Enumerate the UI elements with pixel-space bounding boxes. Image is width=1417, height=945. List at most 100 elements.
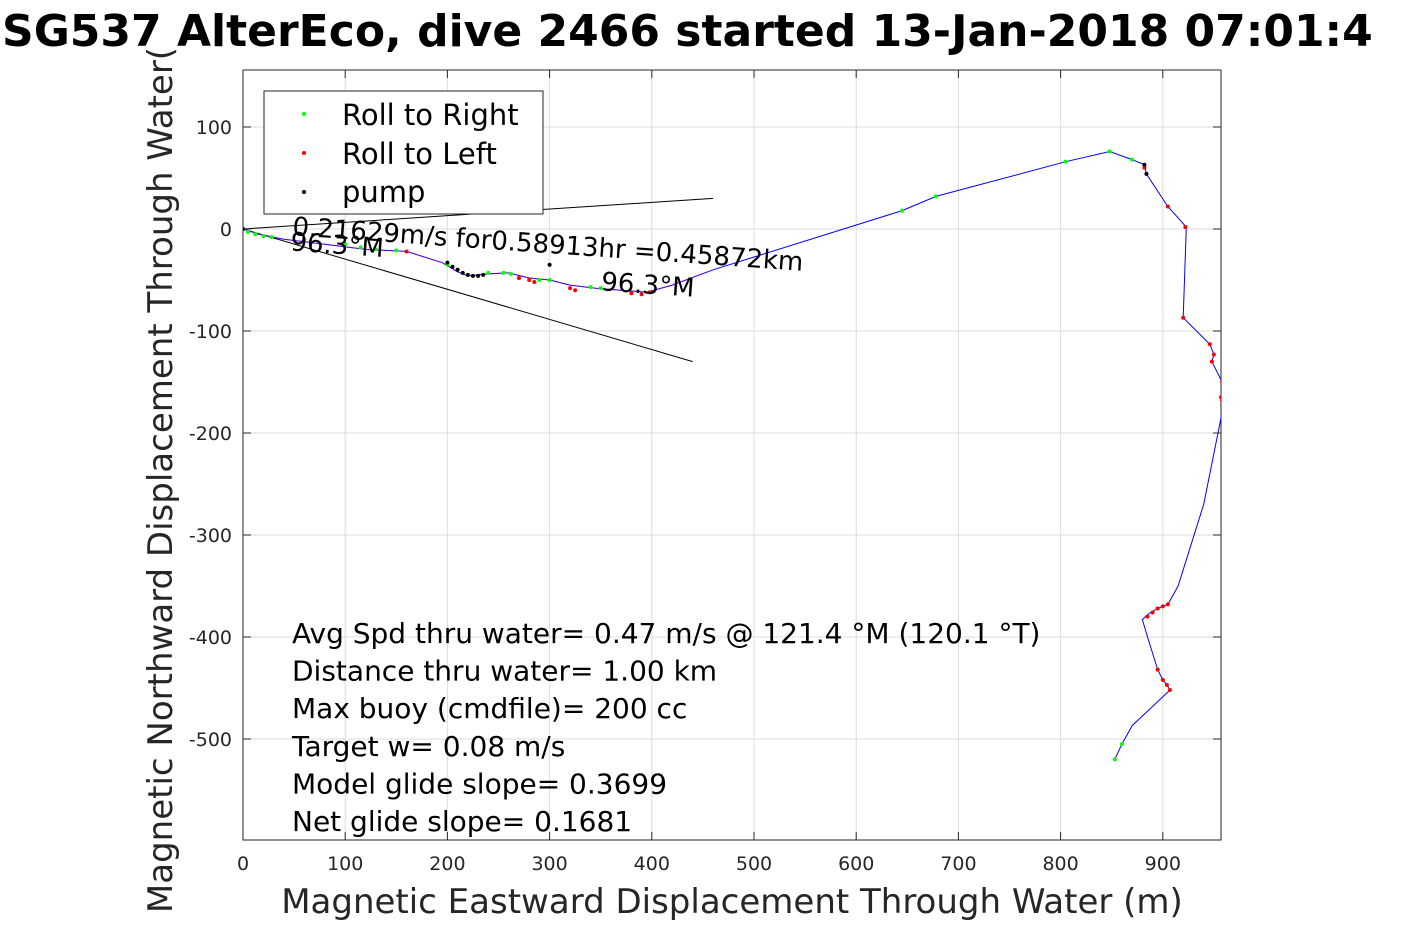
roll-left-point	[1181, 315, 1186, 320]
legend-label-roll-right: Roll to Right	[342, 98, 519, 132]
roll-left-point	[1160, 677, 1165, 682]
roll-right-point	[588, 285, 593, 290]
legend-swatch-roll-left	[302, 151, 306, 155]
y-tick-label: -300	[189, 525, 232, 547]
roll-left-point	[1211, 352, 1216, 357]
grid-lines	[243, 70, 1221, 840]
roll-right-point	[547, 278, 552, 282]
track-annotation: 96.3°M	[600, 267, 695, 303]
axis-ticks: 0 100 200 300 400 500 600 700 800 900 -500 -400 -300…	[189, 70, 1221, 875]
roll-left-point	[1155, 667, 1160, 672]
pump-point	[547, 262, 552, 267]
roll-left-point	[647, 290, 652, 295]
pump-point	[1142, 162, 1147, 167]
legend-swatch-roll-right	[302, 112, 306, 116]
roll-right-point	[1063, 159, 1068, 164]
roll-left-point	[568, 286, 573, 291]
pump-point	[455, 267, 460, 272]
roll-right-point	[1130, 157, 1135, 162]
roll-left-point	[1167, 688, 1172, 693]
roll-left-point	[1219, 395, 1221, 400]
legend-label-roll-left: Roll to Left	[342, 137, 497, 171]
reference-line	[242, 228, 693, 363]
roll-left-point	[1220, 380, 1221, 384]
x-axis-label: Magnetic Eastward Displacement Through W…	[281, 882, 1183, 922]
y-axis-label: Magnetic Northward Displacement Through …	[141, 47, 181, 913]
stat-line: Avg Spd thru water= 0.47 m/s @ 121.4 °M …	[292, 617, 1040, 650]
pump-point	[481, 272, 486, 277]
pump-point	[445, 260, 450, 265]
roll-left-point	[629, 291, 634, 296]
x-tick-label: 0	[237, 853, 249, 875]
pump-point	[476, 273, 481, 278]
stat-line: Max buoy (cmdfile)= 200 cc	[292, 692, 687, 725]
roll-left-point	[1209, 359, 1214, 364]
roll-right-point	[1112, 757, 1117, 762]
roll-left-point	[639, 292, 644, 297]
y-tick-label: -500	[189, 729, 232, 751]
roll-left-point	[1160, 604, 1165, 609]
y-tick-label: 0	[220, 219, 232, 241]
roll-right-point	[598, 286, 603, 291]
x-tick-label: 800	[1042, 853, 1078, 875]
roll-right-point	[269, 235, 274, 240]
roll-right-point	[253, 232, 258, 237]
roll-right-point	[358, 245, 363, 250]
roll-right-point	[501, 270, 506, 275]
roll-left-point	[1164, 682, 1169, 687]
pump-point	[450, 264, 455, 269]
legend-box	[263, 90, 544, 215]
y-tick-label: 100	[196, 117, 232, 139]
roll-right-point	[1107, 149, 1112, 154]
x-tick-label: 300	[531, 853, 567, 875]
legend: Roll to Right Roll to Left pump	[263, 90, 544, 215]
stat-line: Distance thru water= 1.00 km	[292, 655, 717, 688]
roll-right-point	[302, 237, 307, 242]
roll-right-point	[933, 194, 938, 199]
legend-swatch-pump	[302, 190, 306, 194]
pump-point	[470, 273, 475, 278]
stats-block: Avg Spd thru water= 0.47 m/s @ 121.4 °M …	[291, 617, 1040, 838]
roll-right-point	[261, 234, 266, 239]
roll-left-point	[1150, 610, 1155, 615]
x-tick-label: 500	[736, 853, 772, 875]
y-tick-label: -100	[189, 321, 232, 343]
chart-title: SG537 AlterEco, dive 2466 started 13-Jan…	[2, 6, 1373, 57]
plot-area	[242, 69, 1222, 841]
pump-point	[460, 270, 465, 275]
x-tick-label: 700	[940, 853, 976, 875]
roll-right-point	[508, 271, 513, 276]
roll-right-point	[1119, 742, 1124, 747]
track-annotation: 96.3°M	[290, 227, 385, 263]
x-tick-label: 900	[1145, 853, 1181, 875]
roll-left-point	[1165, 602, 1170, 607]
roll-left-point	[1155, 606, 1160, 611]
roll-left-point	[1220, 398, 1221, 403]
y-tick-label: -200	[189, 423, 232, 445]
x-tick-label: 400	[634, 853, 670, 875]
pump-point	[465, 272, 470, 277]
stat-line: Net glide slope= 0.1681	[292, 805, 632, 838]
pump-point	[1144, 171, 1149, 176]
roll-left-point	[1207, 342, 1212, 347]
legend-label-pump: pump	[342, 175, 425, 209]
roll-left-point	[573, 288, 578, 293]
roll-right-point	[343, 242, 348, 247]
roll-left-point	[404, 249, 409, 254]
roll-left-point	[516, 275, 521, 280]
roll-right-point	[537, 278, 542, 282]
stat-line: Model glide slope= 0.3699	[292, 767, 667, 800]
roll-right-point	[900, 208, 905, 213]
roll-left-point	[1183, 224, 1188, 229]
marker-layer	[243, 149, 1221, 762]
stat-line: Target w= 0.08 m/s	[291, 730, 565, 763]
roll-left-point	[1142, 165, 1147, 170]
roll-right-point	[394, 248, 399, 253]
y-tick-label: -400	[189, 627, 232, 649]
x-tick-label: 100	[327, 853, 363, 875]
roll-right-point	[486, 270, 491, 275]
roll-right-point	[246, 230, 251, 235]
x-tick-label: 600	[838, 853, 874, 875]
roll-right-point	[373, 247, 378, 252]
